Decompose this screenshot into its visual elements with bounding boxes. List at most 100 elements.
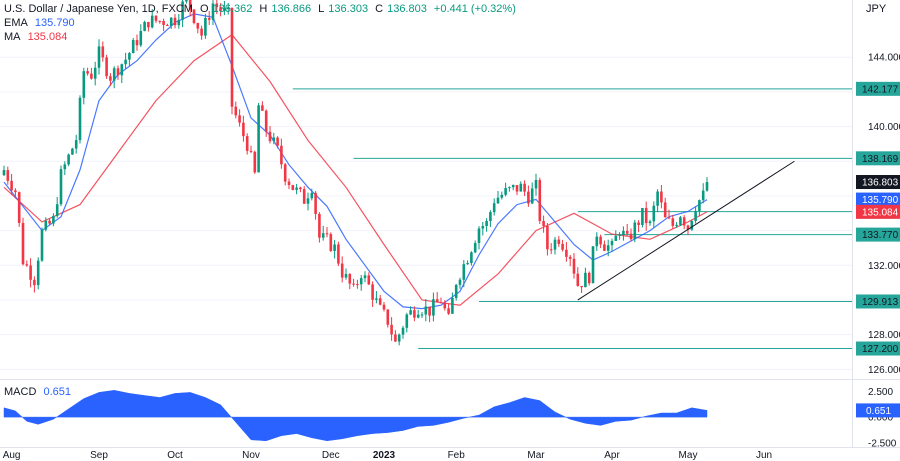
candle-body xyxy=(52,215,55,224)
macd-histogram xyxy=(0,379,900,442)
candle-body xyxy=(21,222,25,265)
candle xyxy=(477,226,481,250)
candle xyxy=(561,239,564,252)
candle-body xyxy=(211,3,215,20)
candle-body xyxy=(306,198,310,204)
candle xyxy=(310,188,314,201)
candle-body xyxy=(367,275,371,285)
candle xyxy=(29,258,32,288)
candle xyxy=(705,177,709,192)
candle-body xyxy=(257,105,260,173)
ema-badge-bg xyxy=(856,192,900,207)
candle xyxy=(580,285,583,294)
candles[interactable] xyxy=(2,0,709,346)
candle xyxy=(33,276,36,293)
candle xyxy=(219,3,222,17)
candle-body xyxy=(82,71,86,98)
candle xyxy=(192,9,196,25)
candle-body xyxy=(694,210,697,221)
candle-body xyxy=(473,243,477,253)
candle xyxy=(546,223,549,256)
candle xyxy=(489,210,492,228)
candle xyxy=(207,10,211,25)
candle xyxy=(462,260,466,288)
close-label: C xyxy=(375,3,384,15)
candle-body xyxy=(314,192,317,214)
candle xyxy=(204,13,207,39)
trendline[interactable] xyxy=(577,160,795,301)
ema-legend[interactable]: EMA 135.790 xyxy=(4,17,79,29)
candle xyxy=(424,299,428,322)
level-badge-text: 129.913 xyxy=(862,297,899,308)
candle xyxy=(663,197,667,218)
candle xyxy=(496,190,500,205)
candle-body xyxy=(147,22,150,28)
ma-legend[interactable]: MA 135.084 xyxy=(4,31,71,43)
candle xyxy=(116,65,120,80)
candle xyxy=(458,277,462,289)
candle-body xyxy=(496,197,500,204)
candle-body xyxy=(397,334,401,342)
candle xyxy=(606,239,610,257)
candle-body xyxy=(534,179,538,189)
candle-body xyxy=(413,310,416,318)
level-badge-bg xyxy=(856,294,900,309)
candle-body xyxy=(105,57,108,77)
candle-body xyxy=(116,68,120,76)
candle xyxy=(268,126,272,144)
ma-label: MA xyxy=(4,31,21,43)
candle xyxy=(511,184,515,191)
candle xyxy=(397,333,401,346)
candle-body xyxy=(109,76,112,81)
x-tick-label: Dec xyxy=(322,450,340,461)
candle-body xyxy=(416,314,420,318)
candle-body xyxy=(59,169,63,205)
ma-badge-bg xyxy=(856,204,900,219)
candle-body xyxy=(150,15,154,28)
candle-body xyxy=(71,148,74,155)
low-value: 136.303 xyxy=(328,3,369,15)
candle-body xyxy=(101,46,105,58)
candle xyxy=(473,240,477,254)
candle-body xyxy=(705,182,709,191)
candle-body xyxy=(226,7,230,9)
candle-body xyxy=(169,17,173,26)
ma-value: 135.084 xyxy=(27,31,68,43)
symbol-legend[interactable]: U.S. Dollar / Japanese Yen, 1D, FXCM O 13… xyxy=(4,3,520,15)
candle-body xyxy=(549,249,553,251)
candle xyxy=(466,260,469,265)
candle-body xyxy=(648,221,652,224)
candle xyxy=(690,220,694,231)
candle-body xyxy=(112,68,116,81)
macd-legend[interactable]: MACD 0.651 xyxy=(4,386,75,398)
candle-body xyxy=(428,306,431,316)
candle-body xyxy=(337,244,340,264)
candle-body xyxy=(291,185,295,190)
candle xyxy=(413,306,416,322)
candle xyxy=(67,153,70,167)
candle-body xyxy=(356,284,359,286)
candle-body xyxy=(656,191,659,206)
candle-body xyxy=(90,73,93,79)
candle xyxy=(295,183,298,195)
candle-body xyxy=(128,53,131,60)
ma-badge: 135.084 xyxy=(856,204,900,219)
candle xyxy=(36,257,40,290)
candle-body xyxy=(143,22,146,32)
candle-body xyxy=(162,20,165,26)
x-tick-label: Mar xyxy=(527,450,545,461)
candle-body xyxy=(610,240,614,246)
candle-body xyxy=(477,228,481,244)
candle-body xyxy=(576,273,580,286)
candle-body xyxy=(329,234,333,251)
y-tick-label: 126.000 xyxy=(868,365,900,376)
candle xyxy=(470,251,473,266)
last-price-badge-bg xyxy=(856,175,900,190)
candle xyxy=(344,268,348,280)
candle xyxy=(90,67,93,80)
level-badge-bg xyxy=(856,81,900,96)
candle-body xyxy=(158,20,162,22)
candle-body xyxy=(299,187,302,190)
grid xyxy=(0,56,852,370)
